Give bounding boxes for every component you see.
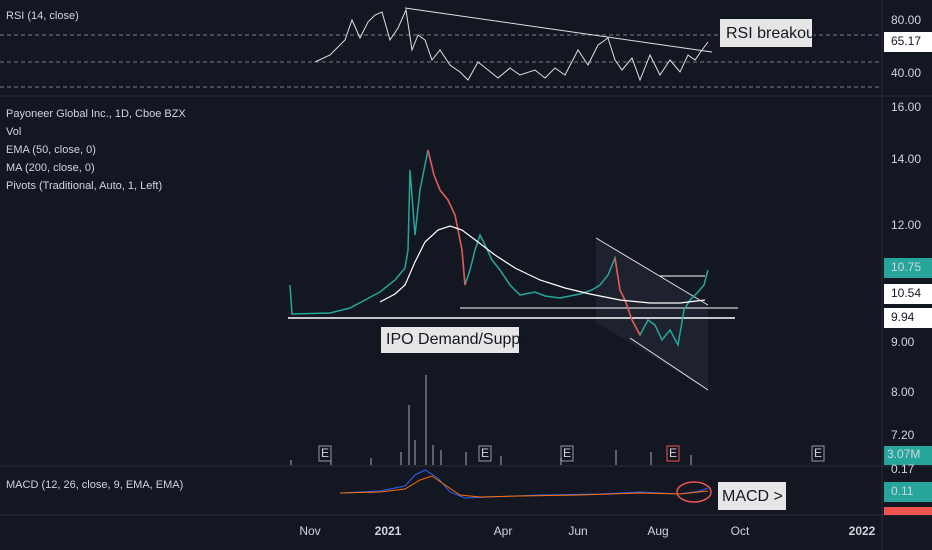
annotation-box — [720, 19, 812, 47]
price-legend: Payoneer Global Inc., 1D, Cboe BZX — [6, 108, 186, 120]
earnings-marker: E — [481, 446, 489, 460]
rsi-trendline — [404, 7, 713, 53]
price-axis-label: 16.00 — [891, 100, 921, 114]
macd-value-badge — [884, 482, 932, 502]
rsi-current: 65.17 — [891, 34, 921, 48]
earnings-marker: E — [563, 446, 571, 460]
rsi-axis-label: 40.00 — [891, 66, 921, 80]
level-label: 10.54 — [891, 286, 921, 300]
time-axis-label: Jun — [568, 524, 587, 538]
macd-axis-label: 0.17 — [891, 462, 915, 476]
volume-value: 3.07M — [887, 447, 920, 461]
rsi-legend: RSI (14, close) — [6, 10, 79, 22]
channel-line — [629, 337, 709, 391]
price-legend: Vol — [6, 126, 21, 138]
time-axis-label: 2021 — [375, 524, 402, 538]
annotation-box — [381, 327, 519, 353]
level-badge — [884, 284, 932, 304]
time-axis-label: Nov — [299, 524, 320, 538]
price-axis-label: 9.00 — [891, 335, 915, 349]
macd-legend: MACD (12, 26, close, 9, EMA, EMA) — [6, 479, 183, 491]
macd-annotation: MACD > 0 — [722, 488, 796, 505]
earnings-marker: E — [321, 446, 329, 460]
earnings-marker: E — [669, 446, 677, 460]
annotation-box — [718, 482, 786, 510]
rsi-value-badge — [884, 32, 932, 52]
time-axis-label: Apr — [494, 524, 513, 538]
price-legend: Pivots (Traditional, Auto, 1, Left) — [6, 180, 162, 192]
channel-fill — [596, 238, 708, 390]
price-axis-label: 12.00 — [891, 218, 921, 232]
macd-current: 0.11 — [891, 484, 914, 498]
earnings-markers — [318, 445, 825, 462]
signal-line — [339, 475, 709, 498]
time-axis-label: 2022 — [849, 524, 876, 538]
price-axis-label: 8.00 — [891, 385, 915, 399]
time-axis-label: Aug — [647, 524, 668, 538]
last-price: 10.75 — [891, 260, 921, 274]
rsi-annotation: RSI breakout — [726, 25, 820, 42]
signal-value-badge — [884, 507, 932, 515]
highlight-circle — [676, 481, 712, 503]
volume-badge — [884, 446, 932, 465]
time-axis-label: Oct — [731, 524, 750, 538]
price-legend: MA (200, close, 0) — [6, 162, 95, 174]
price-axis-label: 7.20 — [891, 428, 915, 442]
earnings-marker: E — [814, 446, 822, 460]
price-line — [289, 149, 709, 348]
price-annotation: IPO Demand/Supply — [386, 331, 532, 348]
level-badge — [884, 308, 932, 328]
price-legend: EMA (50, close, 0) — [6, 144, 96, 156]
last-price-badge — [884, 258, 932, 278]
price-line-down — [427, 149, 466, 286]
rsi-axis-label: 80.00 — [891, 13, 921, 27]
level-label: 9.94 — [891, 310, 915, 324]
rsi-line — [314, 8, 709, 82]
channel-line — [595, 237, 709, 306]
price-axis-label: 14.00 — [891, 152, 921, 166]
ema-line — [379, 225, 706, 304]
